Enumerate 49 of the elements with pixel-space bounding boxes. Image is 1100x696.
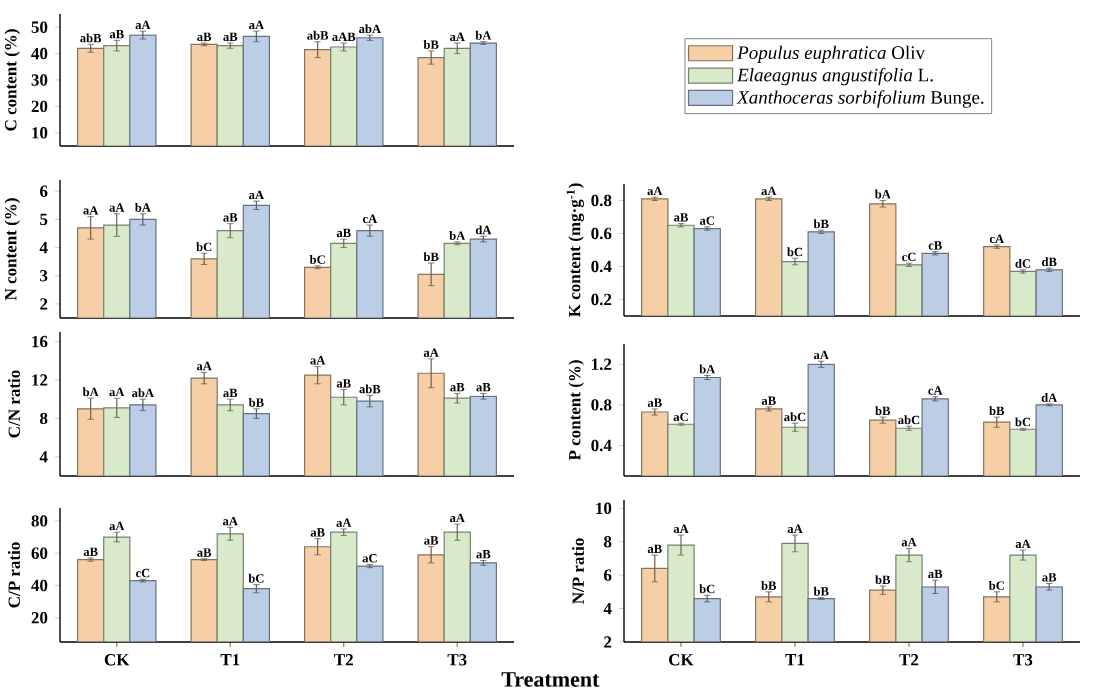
x-tick-label: CK (104, 654, 130, 666)
y-axis-title: C content (%) (4, 29, 20, 131)
y-tick-label: 0.8 (591, 194, 612, 207)
y-axis-title: C/N ratio (7, 370, 20, 438)
y-tick-label: 0.4 (591, 260, 612, 273)
y-tick-label: 4 (39, 241, 48, 254)
x-tick-label: T1 (785, 654, 805, 666)
y-tick-label: 40 (31, 47, 48, 60)
y-tick-label: 0.4 (591, 439, 612, 452)
y-tick-label: 4 (39, 451, 48, 463)
x-tick-label: CK (669, 654, 694, 666)
x-tick-label: T1 (220, 654, 240, 666)
x-tick-label: T3 (1013, 654, 1033, 666)
y-tick-label: 4 (603, 602, 612, 615)
y-tick-label: 80 (31, 515, 48, 527)
y-tick-label: 12 (32, 374, 48, 386)
y-tick-label: 20 (31, 100, 48, 113)
x-tick-label: T2 (899, 654, 919, 666)
legend-label: Xanthoceras sorbifolium Bunge. (736, 90, 984, 108)
y-tick-label: 8 (40, 412, 48, 425)
y-axis-title: K content (mg·g$^{-1}$) (566, 183, 584, 317)
y-tick-label: 0.6 (591, 227, 612, 240)
x-tick-label: T3 (447, 654, 467, 666)
y-tick-label: 8 (604, 536, 612, 548)
y-tick-label: 5 (40, 213, 48, 226)
y-tick-label: 0.8 (591, 399, 612, 411)
y-tick-label: 20 (31, 612, 48, 624)
y-tick-label: 6 (604, 569, 612, 581)
y-tick-label: 2 (604, 636, 612, 648)
y-tick-label: 2 (40, 298, 48, 310)
legend-label: Populus euphratica Oliv (737, 45, 926, 63)
y-tick-label: 30 (31, 74, 48, 86)
y-tick-label: 6 (40, 185, 48, 197)
y-tick-label: 40 (31, 579, 48, 592)
y-tick-label: 0.2 (591, 293, 612, 306)
x-axis-title: Treatment (501, 672, 600, 687)
y-tick-label: 16 (32, 335, 48, 348)
legend-label: Elaeagnus angustifolia L. (736, 67, 933, 86)
x-tick-label: T2 (334, 654, 353, 666)
y-axis-title: C/P ratio (7, 542, 20, 608)
y-tick-label: 10 (596, 502, 612, 515)
y-tick-label: 50 (31, 21, 48, 33)
y-tick-label: 3 (40, 270, 48, 282)
y-axis-title: N content (%) (4, 198, 20, 301)
y-tick-label: 60 (31, 547, 48, 559)
y-tick-label: 10 (32, 127, 48, 139)
y-axis-title: P content (%) (568, 360, 584, 461)
y-axis-title: N/P ratio (571, 538, 584, 604)
y-tick-label: 1.2 (592, 358, 612, 371)
